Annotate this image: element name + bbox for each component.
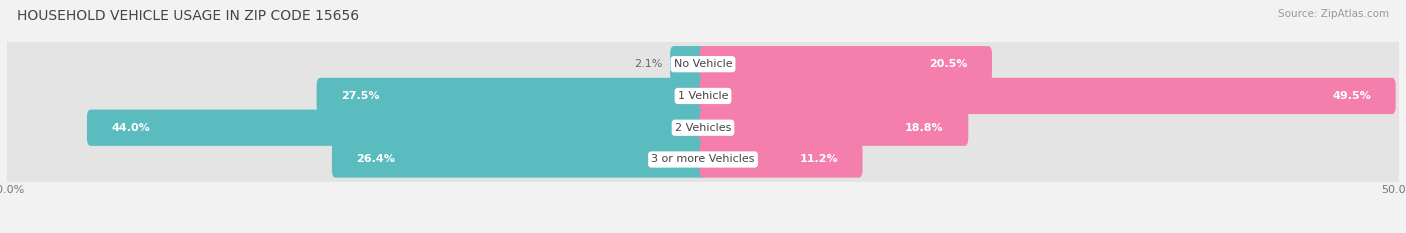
Text: 1 Vehicle: 1 Vehicle [678, 91, 728, 101]
Text: 44.0%: 44.0% [111, 123, 150, 133]
Text: No Vehicle: No Vehicle [673, 59, 733, 69]
Text: 2.1%: 2.1% [634, 59, 662, 69]
Text: 18.8%: 18.8% [905, 123, 943, 133]
FancyBboxPatch shape [332, 141, 707, 178]
FancyBboxPatch shape [699, 110, 969, 146]
FancyBboxPatch shape [3, 105, 1403, 150]
Text: 27.5%: 27.5% [342, 91, 380, 101]
Text: 49.5%: 49.5% [1333, 91, 1371, 101]
FancyBboxPatch shape [316, 78, 707, 114]
FancyBboxPatch shape [87, 110, 707, 146]
Text: 20.5%: 20.5% [929, 59, 967, 69]
FancyBboxPatch shape [3, 137, 1403, 182]
Text: HOUSEHOLD VEHICLE USAGE IN ZIP CODE 15656: HOUSEHOLD VEHICLE USAGE IN ZIP CODE 1565… [17, 9, 359, 23]
Text: 26.4%: 26.4% [356, 154, 395, 164]
FancyBboxPatch shape [3, 74, 1403, 118]
Text: 3 or more Vehicles: 3 or more Vehicles [651, 154, 755, 164]
Text: 11.2%: 11.2% [800, 154, 838, 164]
FancyBboxPatch shape [3, 42, 1403, 86]
Text: Source: ZipAtlas.com: Source: ZipAtlas.com [1278, 9, 1389, 19]
FancyBboxPatch shape [699, 78, 1396, 114]
Text: 2 Vehicles: 2 Vehicles [675, 123, 731, 133]
FancyBboxPatch shape [671, 46, 707, 82]
FancyBboxPatch shape [699, 141, 862, 178]
FancyBboxPatch shape [699, 46, 993, 82]
